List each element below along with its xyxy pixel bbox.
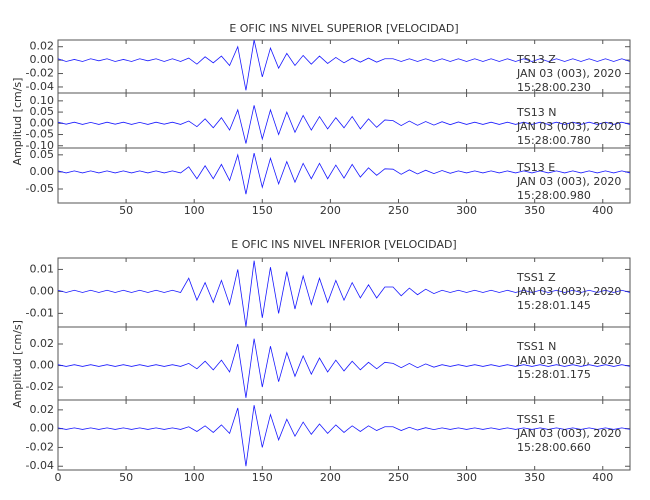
y-tick-label: 0.00 [30, 359, 55, 372]
time-label: 15:28:00.980 [517, 189, 591, 202]
x-tick-label: 50 [119, 204, 133, 217]
panel-frame [57, 147, 631, 204]
y-tick-label: 0.10 [30, 94, 55, 107]
x-tick-label: 350 [524, 204, 545, 217]
waveform [57, 260, 631, 327]
y-tick-label: -0.05 [26, 128, 54, 141]
waveform [57, 39, 631, 91]
y-tick-label: 0.05 [30, 105, 55, 118]
y-tick-label: -0.02 [26, 380, 54, 393]
x-tick-label: 250 [388, 471, 409, 484]
time-label: 15:28:00.230 [517, 81, 591, 94]
waveform [57, 153, 631, 195]
x-tick-label: 250 [388, 204, 409, 217]
x-tick-label: 300 [456, 204, 477, 217]
x-tick-label: 400 [592, 204, 613, 217]
x-tick-label: 300 [456, 471, 477, 484]
time-label: 15:28:01.175 [517, 368, 591, 381]
date-label: JAN 03 (003), 2020 [516, 175, 621, 188]
waveform [57, 405, 631, 467]
x-tick-label: 200 [320, 204, 341, 217]
y-tick-label: -0.04 [26, 80, 54, 93]
chart-title: E OFIC INS NIVEL INFERIOR [VELOCIDAD] [231, 238, 456, 251]
y-tick-label: 0.02 [30, 337, 55, 350]
x-tick-label: 150 [252, 471, 273, 484]
panel-frame [57, 399, 631, 471]
time-label: 15:28:00.780 [517, 134, 591, 147]
station-label: TS13 Z [516, 53, 556, 66]
date-label: JAN 03 (003), 2020 [516, 354, 621, 367]
date-label: JAN 03 (003), 2020 [516, 67, 621, 80]
y-tick-label: -0.04 [26, 459, 54, 472]
chart-title: E OFIC INS NIVEL SUPERIOR [VELOCIDAD] [229, 22, 458, 35]
y-tick-label: 0.05 [30, 148, 55, 161]
x-tick-label: 150 [252, 204, 273, 217]
x-tick-label: 100 [184, 204, 205, 217]
station-label: TSS1 N [516, 340, 556, 353]
y-tick-label: 0.01 [30, 262, 55, 275]
y-tick-label: 0.02 [30, 403, 55, 416]
y-tick-label: 0.02 [30, 40, 55, 53]
y-tick-label: 0.00 [30, 422, 55, 435]
x-tick-label: 0 [55, 471, 62, 484]
x-tick-label: 100 [184, 471, 205, 484]
time-label: 15:28:01.145 [517, 299, 591, 312]
date-label: JAN 03 (003), 2020 [516, 427, 621, 440]
y-tick-label: -0.02 [26, 440, 54, 453]
date-label: JAN 03 (003), 2020 [516, 285, 621, 298]
date-label: JAN 03 (003), 2020 [516, 120, 621, 133]
x-tick-label: 400 [592, 471, 613, 484]
waveform [57, 338, 631, 398]
station-label: TS13 E [516, 161, 555, 174]
y-tick-label: 0.00 [30, 116, 55, 129]
y-tick-label: 0.00 [30, 284, 55, 297]
y-tick-label: -0.05 [26, 182, 54, 195]
y-tick-label: 0.00 [30, 165, 55, 178]
waveform [57, 105, 631, 144]
x-tick-label: 50 [119, 471, 133, 484]
y-tick-label: -0.02 [26, 67, 54, 80]
y-axis-label: Amplitud [cm/s] [11, 78, 24, 166]
y-tick-label: 0.00 [30, 53, 55, 66]
station-label: TSS1 Z [516, 271, 556, 284]
y-tick-label: -0.01 [26, 306, 54, 319]
y-axis-label: Amplitud [cm/s] [11, 320, 24, 408]
x-tick-label: 350 [524, 471, 545, 484]
time-label: 15:28:00.660 [517, 441, 591, 454]
station-label: TSS1 E [516, 413, 555, 426]
station-label: TS13 N [516, 106, 556, 119]
y-tick-label: -0.10 [26, 139, 54, 152]
x-tick-label: 200 [320, 471, 341, 484]
